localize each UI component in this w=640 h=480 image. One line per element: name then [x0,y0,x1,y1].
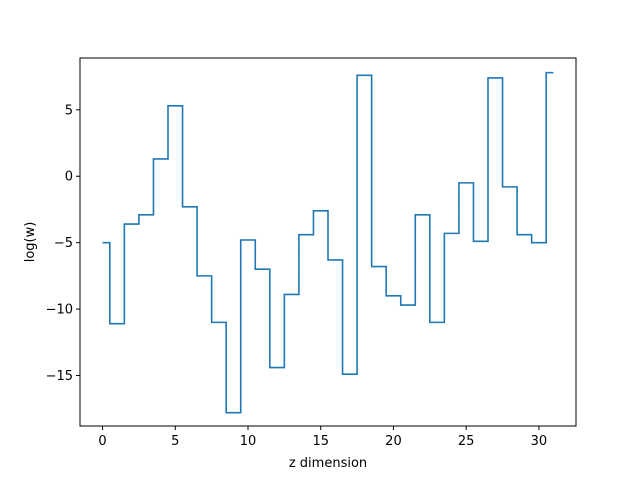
ticks: 0 5 10 15 20 25 30 −15 −10 −5 0 5 [46,103,548,449]
y-tick-label: −5 [54,236,73,251]
y-tick-label: −10 [46,303,73,318]
series-step-line [102,71,554,414]
x-tick-label: 20 [385,434,402,449]
y-tick-label: 0 [65,170,73,185]
axes-frame [79,57,577,427]
x-tick-label: 5 [171,434,179,449]
x-tick-label: 30 [531,434,548,449]
x-axis-label: z dimension [289,456,367,471]
x-tick-label: 15 [312,434,329,449]
x-tick-label: 10 [240,434,257,449]
y-axis-label: log(w) [23,222,38,263]
y-tick-label: 5 [65,103,73,118]
x-tick-label: 25 [458,434,475,449]
x-tick-label: 0 [98,434,106,449]
plot-area [102,71,554,414]
y-tick-label: −15 [46,369,73,384]
